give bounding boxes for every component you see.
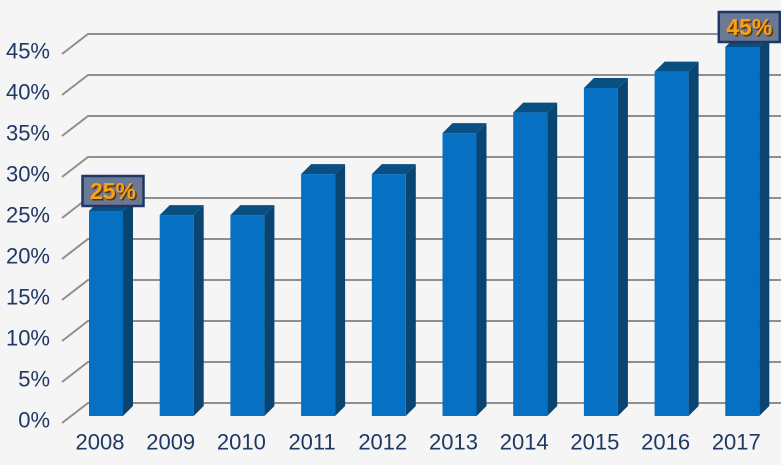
bar-side-face — [405, 164, 416, 416]
bar-front-face — [513, 112, 548, 416]
bar-front-face — [725, 47, 760, 416]
bar-front-face — [159, 215, 194, 416]
bar-side-face — [617, 78, 628, 416]
y-axis-tick-label: 15% — [6, 285, 50, 310]
bar-front-face — [442, 133, 477, 416]
bar-side-face — [193, 205, 204, 416]
bar-2008 — [89, 201, 133, 416]
y-axis-tick-label: 10% — [6, 326, 50, 351]
bar-front-face — [301, 174, 336, 416]
bar-front-face — [654, 71, 689, 416]
y-axis-tick-label: 25% — [6, 203, 50, 228]
bar-side-face — [335, 164, 346, 416]
bar-front-face — [89, 211, 123, 416]
gridline — [61, 33, 781, 55]
bar-2013 — [442, 123, 487, 416]
bar-front-face — [583, 88, 618, 416]
bar-2014 — [513, 102, 558, 416]
bar-2016 — [654, 61, 699, 416]
bar-top-face — [371, 164, 416, 175]
x-axis-tick-label: 2011 — [288, 430, 335, 455]
bar-side-face — [123, 201, 133, 416]
bar-side-face — [476, 123, 487, 416]
y-axis-tick-label: 35% — [6, 121, 50, 146]
bar-front-face — [371, 174, 406, 416]
data-label-shadow: 25% — [91, 180, 137, 206]
bar-top-face — [159, 205, 204, 216]
data-label: 45% — [726, 14, 772, 40]
y-axis-tick-label: 40% — [6, 80, 50, 105]
bar-2017 — [725, 37, 770, 416]
data-label-box — [81, 174, 145, 208]
bar-2010 — [230, 205, 275, 416]
bar-side-face — [759, 37, 770, 416]
x-axis-tick-label: 2010 — [217, 430, 266, 455]
x-axis-tick-label: 2015 — [570, 430, 619, 455]
bar-2011 — [301, 164, 346, 416]
gridline — [61, 74, 781, 96]
data-label: 25% — [90, 178, 136, 204]
x-axis-tick-label: 2008 — [76, 430, 125, 455]
y-axis-tick-label: 0% — [18, 408, 50, 433]
y-axis-tick-label: 30% — [6, 162, 50, 187]
x-axis-tick-label: 2016 — [641, 430, 690, 455]
bar-side-face — [264, 205, 275, 416]
data-label-shadow: 45% — [728, 16, 774, 42]
bar-2009 — [159, 205, 204, 416]
bar-top-face — [301, 164, 346, 175]
x-axis-tick-label: 2012 — [358, 430, 407, 455]
bar-top-face — [654, 61, 699, 72]
bar-top-face — [230, 205, 275, 216]
bar-front-face — [230, 215, 265, 416]
bar-2012 — [371, 164, 416, 416]
bar-top-face — [442, 123, 487, 134]
bar-top-face — [583, 78, 628, 88]
y-axis-tick-label: 45% — [6, 39, 50, 64]
x-axis-tick-label: 2009 — [146, 430, 195, 455]
x-axis-tick-label: 2014 — [500, 430, 549, 455]
bar-top-face — [513, 102, 558, 113]
x-axis-tick-label: 2017 — [712, 430, 761, 455]
data-label-box — [717, 10, 781, 44]
bar-2015 — [583, 78, 628, 416]
bar-side-face — [688, 61, 699, 416]
x-axis-tick-label: 2013 — [429, 430, 478, 455]
bar-side-face — [547, 102, 558, 416]
y-axis-tick-label: 20% — [6, 244, 50, 269]
y-axis-tick-label: 5% — [18, 367, 50, 392]
